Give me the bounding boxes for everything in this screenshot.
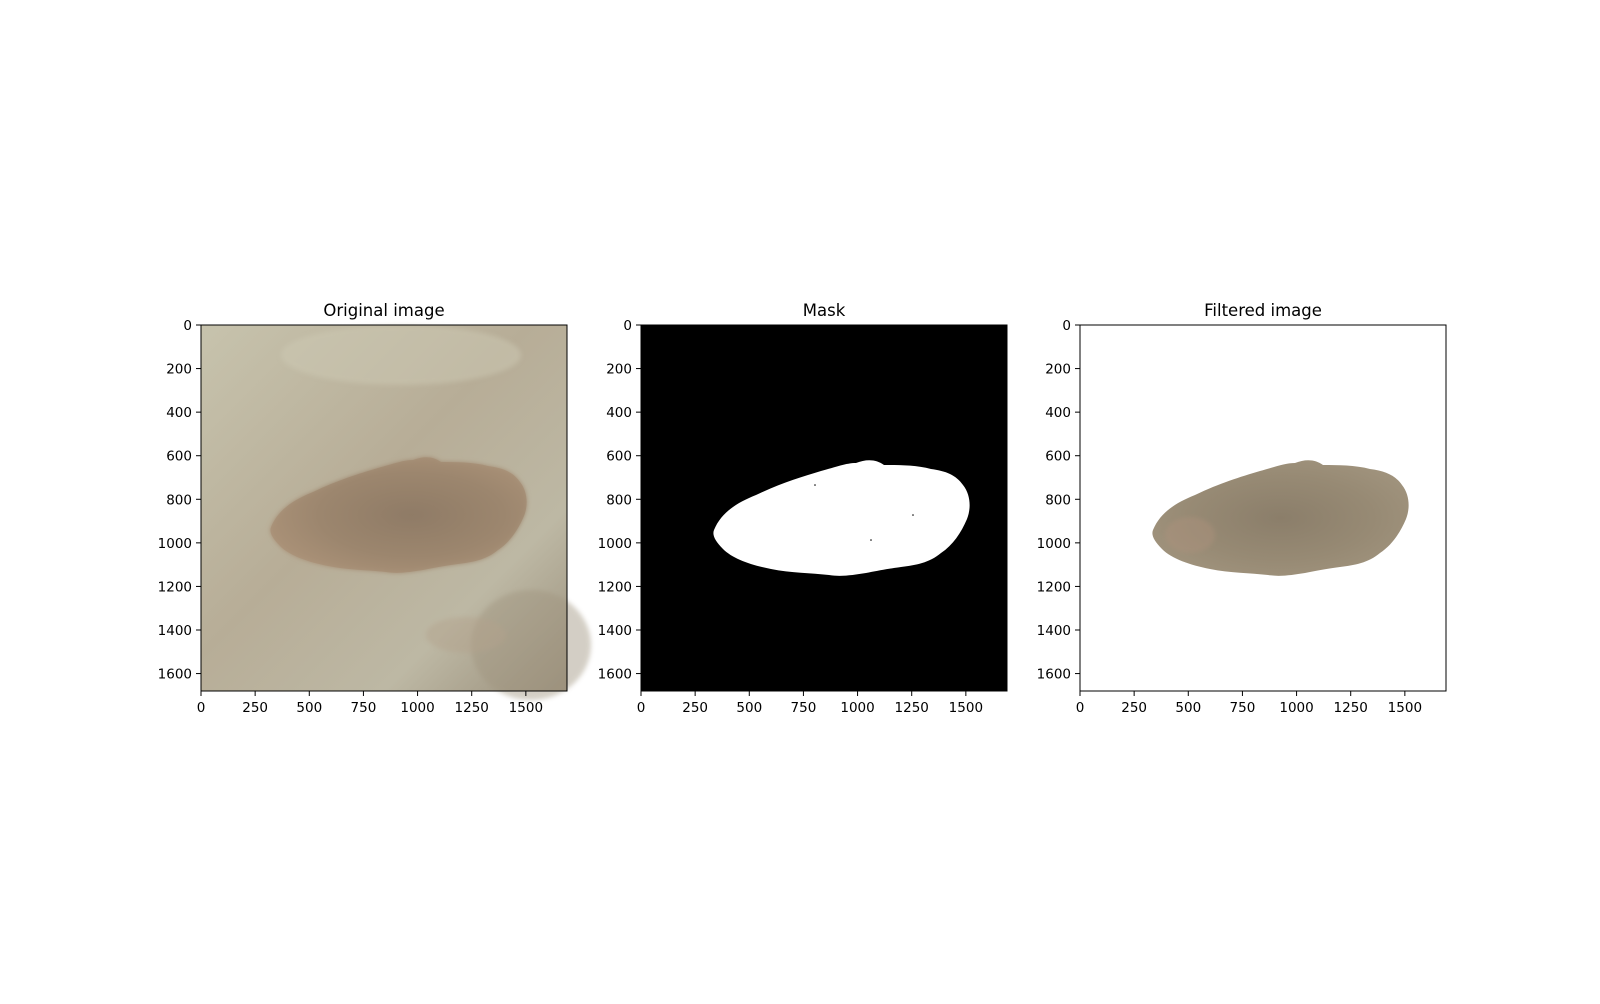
y-tick-label: 1000 xyxy=(1037,536,1071,552)
panel-original xyxy=(200,324,591,700)
x-tick-label: 0 xyxy=(1076,700,1085,716)
x-tick-label: 1500 xyxy=(949,700,983,716)
skin-shadow-region xyxy=(471,590,591,700)
x-tick-label: 1000 xyxy=(400,700,434,716)
mask-speck xyxy=(912,514,914,516)
x-tick-label: 500 xyxy=(736,700,762,716)
y-tick-label: 800 xyxy=(166,492,192,508)
x-tick-label: 0 xyxy=(637,700,646,716)
y-tick-label: 1600 xyxy=(1037,667,1071,683)
y-tick-label: 200 xyxy=(166,362,192,378)
x-tick-label: 1250 xyxy=(1334,700,1368,716)
skin-tone-patch xyxy=(426,617,506,653)
x-tick-label: 750 xyxy=(1230,700,1256,716)
filtered-axes-frame xyxy=(1079,324,1447,692)
y-tick-label: 200 xyxy=(1045,362,1071,378)
y-tick-label: 600 xyxy=(166,449,192,465)
y-tick-label: 400 xyxy=(166,405,192,421)
y-tick-label: 0 xyxy=(183,318,192,334)
x-tick-label: 1500 xyxy=(1388,700,1422,716)
y-tick-label: 800 xyxy=(1045,492,1071,508)
y-tick-label: 1400 xyxy=(598,623,632,639)
panel-title-mask: Mask xyxy=(803,301,846,320)
y-tick-label: 400 xyxy=(1045,405,1071,421)
y-tick-label: 400 xyxy=(606,405,632,421)
mask-speck xyxy=(870,539,872,541)
y-tick-label: 0 xyxy=(1062,318,1071,334)
y-tick-label: 0 xyxy=(623,318,632,334)
x-tick-label: 500 xyxy=(296,700,322,716)
axis-ticks-layer: 0 250 500 750 1000 1250 1500 0 200 400 600 800 1000 1… xyxy=(158,318,1422,716)
y-tick-label: 1400 xyxy=(158,623,192,639)
y-tick-label: 200 xyxy=(606,362,632,378)
x-tick-label: 250 xyxy=(682,700,708,716)
y-tick-label: 1600 xyxy=(158,667,192,683)
panel-title-original: Original image xyxy=(323,301,444,320)
y-tick-label: 1200 xyxy=(158,579,192,595)
panel-filtered xyxy=(1079,324,1447,692)
x-tick-label: 0 xyxy=(197,700,206,716)
x-tick-label: 250 xyxy=(242,700,268,716)
y-tick-label: 1000 xyxy=(158,536,192,552)
x-tick-label: 250 xyxy=(1121,700,1147,716)
x-tick-label: 1000 xyxy=(1279,700,1313,716)
y-tick-label: 1000 xyxy=(598,536,632,552)
y-tick-label: 1200 xyxy=(1037,579,1071,595)
filtered-lesion-tint xyxy=(1165,517,1215,553)
skin-highlight-region xyxy=(281,325,521,385)
mask-speck xyxy=(814,484,816,486)
y-tick-label: 1200 xyxy=(598,579,632,595)
original-axes-frame xyxy=(200,324,568,692)
x-tick-label: 750 xyxy=(351,700,377,716)
mask-axes-frame xyxy=(640,324,1008,692)
x-tick-label: 1250 xyxy=(455,700,489,716)
x-tick-label: 1500 xyxy=(509,700,543,716)
panel-mask xyxy=(640,324,1008,692)
y-tick-label: 1600 xyxy=(598,667,632,683)
y-tick-label: 1400 xyxy=(1037,623,1071,639)
x-tick-label: 500 xyxy=(1175,700,1201,716)
x-tick-label: 750 xyxy=(791,700,817,716)
panel-title-filtered: Filtered image xyxy=(1204,301,1322,320)
y-tick-label: 600 xyxy=(606,449,632,465)
x-tick-label: 1000 xyxy=(840,700,874,716)
y-tick-label: 800 xyxy=(606,492,632,508)
y-tick-label: 600 xyxy=(1045,449,1071,465)
x-tick-label: 1250 xyxy=(895,700,929,716)
